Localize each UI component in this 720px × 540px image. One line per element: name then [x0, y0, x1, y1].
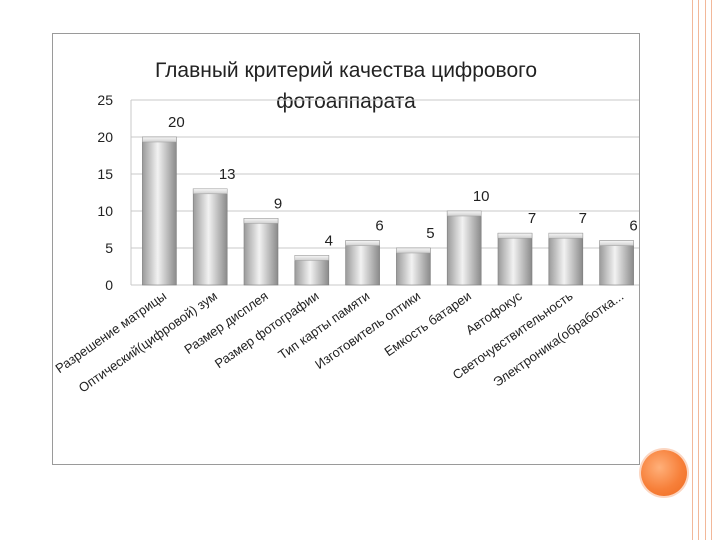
y-tick-label-5: 5 [105, 240, 113, 256]
bar-8 [497, 232, 533, 286]
bar-5 [345, 240, 380, 286]
decor-rule-4 [711, 0, 712, 540]
data-label-2: 13 [219, 166, 236, 183]
bar-2 [192, 188, 228, 286]
y-tick-label-20: 20 [97, 129, 113, 145]
bar-9 [548, 232, 584, 286]
data-label-7: 10 [473, 188, 490, 205]
data-label-3: 9 [274, 195, 282, 212]
decor-rule-1 [692, 0, 693, 540]
bar-cap-4 [294, 255, 330, 261]
bar-cap-1 [142, 136, 177, 143]
bar-1 [142, 136, 177, 286]
y-tick-label-25: 25 [97, 92, 113, 108]
decor-rule-2 [698, 0, 699, 540]
category-label-3: Размер дисплея [181, 288, 270, 357]
y-tick-label-15: 15 [97, 166, 113, 182]
y-tick-label-0: 0 [105, 277, 113, 293]
bar-cap-6 [396, 247, 431, 254]
category-label-7: Емкость батареи [381, 288, 473, 359]
data-label-9: 7 [579, 210, 587, 227]
chart-title-line-2: фотоаппарата [276, 90, 416, 113]
data-label-10: 6 [629, 218, 637, 235]
data-label-1: 20 [168, 114, 185, 131]
bar-chart: Главный критерий качества цифрового фотоа… [53, 59, 639, 395]
bar-cap-8 [497, 232, 533, 239]
bar-cap-5 [345, 240, 380, 246]
bar-cap-9 [548, 232, 584, 239]
decor-rule-3 [705, 0, 706, 540]
bar-cap-2 [192, 188, 228, 195]
bar-7 [446, 210, 482, 286]
data-label-8: 7 [528, 210, 536, 227]
data-label-4: 4 [325, 232, 333, 249]
bar-cap-3 [243, 218, 279, 224]
chart-frame: Главный критерий качества цифрового фотоа… [52, 33, 640, 465]
decor-orange-circle [641, 450, 687, 496]
bar-3 [243, 218, 279, 286]
data-label-6: 5 [426, 225, 434, 242]
data-label-5: 6 [375, 218, 383, 235]
bar-6 [396, 247, 431, 286]
y-tick-label-10: 10 [97, 203, 113, 219]
bar-cap-10 [599, 240, 634, 246]
bar-cap-7 [446, 210, 482, 217]
bar-10 [599, 240, 634, 286]
chart-title-line-1: Главный критерий качества цифрового [155, 59, 537, 82]
